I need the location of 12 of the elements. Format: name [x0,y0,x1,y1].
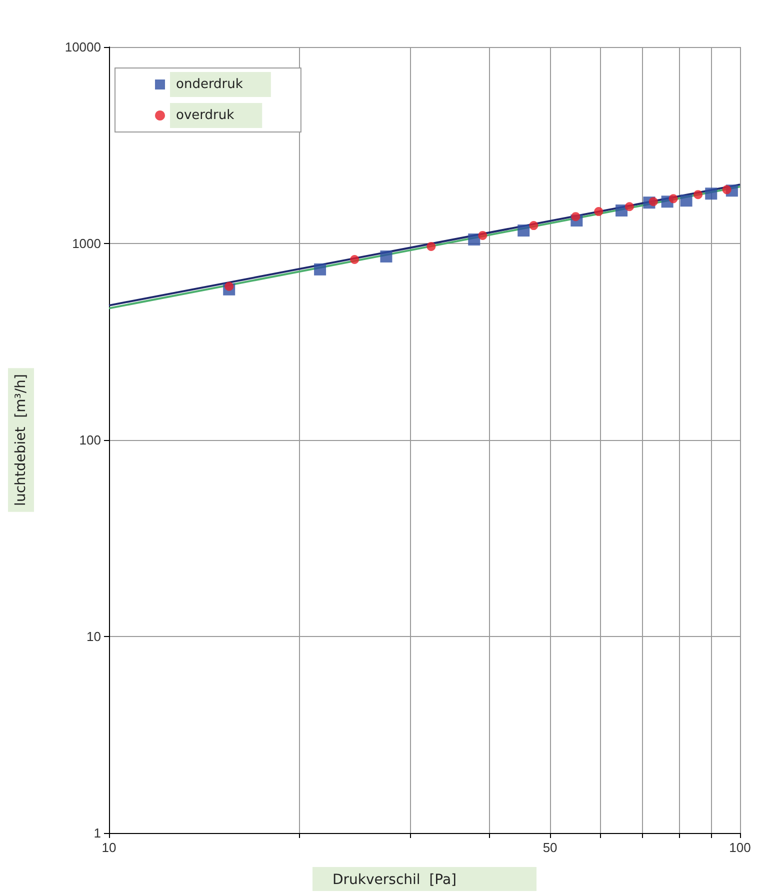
x-tick-label: 100 [729,840,751,855]
y-tick-label: 1 [94,826,101,840]
y-axis-title: luchtdebiet [m³/h] [13,374,29,506]
x-tick-label: 10 [102,840,116,855]
y-tick-label: 100 [79,432,101,448]
y-tick-label: 10 [86,629,101,644]
x-tick-label: 50 [542,840,558,855]
x-axis-title: Drukverschil [Pa] [332,872,457,888]
legend-label: overdruk [176,108,235,123]
y-tick-label: 1000 [72,236,101,251]
legend-label: onderdruk [176,77,244,92]
y-tick-label: 10000 [64,40,101,54]
